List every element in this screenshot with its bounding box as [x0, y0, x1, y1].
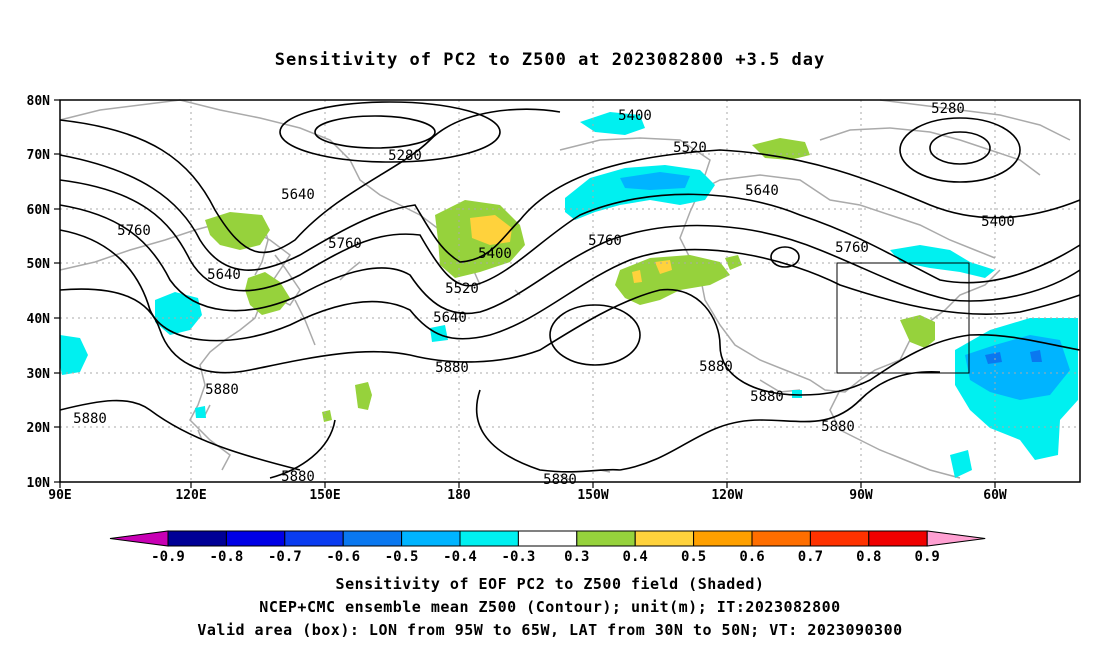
colorbar-label: -0.8 [210, 549, 244, 565]
caption-valid-area: Valid area (box): LON from 95W to 65W, L… [197, 621, 903, 639]
contour-label: 5880 [821, 419, 855, 435]
colorbar-segment [868, 530, 928, 547]
grid-lines [60, 100, 1080, 482]
colorbar-segment [167, 530, 227, 547]
contour-label: 5760 [328, 236, 362, 252]
colorbar-segment [517, 530, 578, 547]
contour-label: 5400 [618, 108, 652, 124]
lon-label: 60W [983, 488, 1007, 503]
contour-label: 5880 [73, 411, 107, 427]
lat-label: 70N [27, 148, 51, 163]
lon-label: 120E [175, 488, 206, 503]
contour-label: 5640 [281, 187, 315, 203]
lat-label: 40N [27, 312, 51, 327]
colorbar-label: 0.8 [856, 549, 881, 565]
contour-label: 5640 [207, 267, 241, 283]
contour-label: 5640 [745, 183, 779, 199]
colorbar-label: 0.5 [681, 549, 706, 565]
contour-label: 5520 [445, 281, 479, 297]
lat-label: 60N [27, 203, 51, 218]
lat-label: 80N [27, 94, 51, 109]
colorbar-label: 0.6 [739, 549, 764, 565]
lat-label: 30N [27, 367, 51, 382]
colorbar-segment [576, 530, 636, 547]
lon-label: 120W [711, 488, 742, 503]
lon-label: 90E [48, 488, 71, 503]
lon-label: 180 [447, 488, 471, 503]
contour-label: 5400 [478, 246, 512, 262]
contour-label: 5760 [588, 233, 622, 249]
colorbar-segment [342, 530, 403, 547]
contour-label: 5880 [205, 382, 239, 398]
contour-labels: 5400 5280 5520 5640 5760 5400 5520 5640 … [73, 101, 1015, 488]
caption-shading: Sensitivity of EOF PC2 to Z500 field (Sh… [335, 575, 765, 593]
colorbar-label: -0.6 [326, 549, 360, 565]
lat-label: 50N [27, 257, 51, 272]
colorbar-segment [693, 530, 753, 547]
colorbar-segment [809, 530, 870, 547]
colorbar-high-arrow [926, 530, 986, 547]
contour-label: 5880 [543, 472, 577, 488]
colorbar-segment [225, 530, 286, 547]
contour-label: 5760 [835, 240, 869, 256]
contour-label: 5880 [699, 359, 733, 375]
colorbar-label: -0.4 [443, 549, 477, 565]
colorbar-label: -0.5 [385, 549, 419, 565]
colorbar-low-arrow [109, 530, 169, 547]
latitude-labels: 80N 70N 60N 50N 40N 30N 20N 10N [27, 94, 51, 491]
longitude-labels: 90E 120E 150E 180 150W 120W 90W 60W [48, 488, 1007, 503]
contour-label: 5400 [981, 214, 1015, 230]
colorbar-segment [401, 530, 461, 547]
colorbar-label: 0.9 [915, 549, 940, 565]
colorbar-label: 0.7 [798, 549, 823, 565]
coastlines [59, 99, 1071, 481]
z500-contours [59, 101, 1081, 479]
colorbar-segment [284, 530, 344, 547]
lat-label: 20N [27, 421, 51, 436]
contour-label: 5880 [750, 389, 784, 405]
contour-label: 5280 [388, 148, 422, 164]
tick-marks [54, 99, 996, 488]
lat-label: 10N [27, 476, 51, 491]
colorbar-label: -0.9 [151, 549, 185, 565]
contour-label: 5760 [117, 223, 151, 239]
colorbar-segment [634, 530, 695, 547]
valid-area-box [836, 262, 970, 374]
contour-label: 5520 [673, 140, 707, 156]
lon-label: 90W [849, 488, 873, 503]
contour-label: 5880 [281, 469, 315, 485]
colorbar-label: -0.7 [268, 549, 302, 565]
map-frame [59, 99, 1081, 483]
lon-label: 150E [309, 488, 340, 503]
contour-label: 5280 [931, 101, 965, 117]
colorbar-segment [459, 530, 519, 547]
colorbar-segment [751, 530, 811, 547]
contour-label: 5880 [435, 360, 469, 376]
lon-label: 150W [577, 488, 608, 503]
chart-title: Sensitivity of PC2 to Z500 at 2023082800… [274, 50, 826, 70]
caption-contour: NCEP+CMC ensemble mean Z500 (Contour); u… [259, 598, 841, 616]
colorbar-label: 0.3 [564, 549, 589, 565]
colorbar-label: -0.3 [502, 549, 536, 565]
colorbar: -0.9 -0.8 -0.7 -0.6 -0.5 -0.4 -0.3 0.3 0.4 0.5 0.6… [109, 530, 986, 565]
colorbar-label: 0.4 [623, 549, 648, 565]
sensitivity-shading [60, 112, 1078, 478]
contour-label: 5640 [433, 310, 467, 326]
